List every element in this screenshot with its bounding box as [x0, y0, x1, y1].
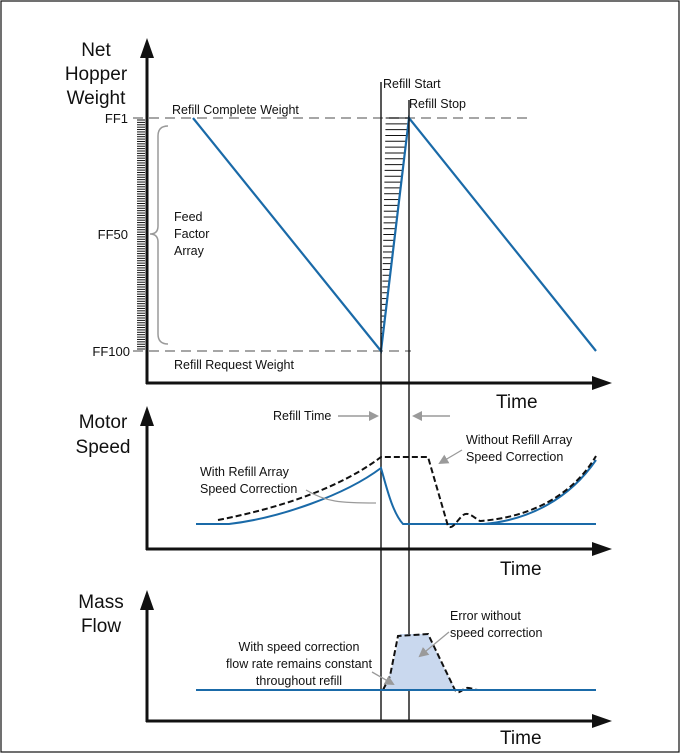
- speed-x-label: Time: [500, 559, 542, 580]
- flow-y-title-line1: Mass: [78, 592, 123, 613]
- error-label-line1: Error without: [450, 609, 521, 623]
- with-correction-label-line1: With Refill Array: [200, 465, 290, 479]
- constant-pointer: [371, 671, 395, 685]
- refill-complete-label: Refill Complete Weight: [172, 103, 299, 117]
- weight-curve: [192, 115, 597, 354]
- speed-without-correction-curve: [217, 455, 597, 528]
- speed-panel: Motor Speed Time Refill Time With Refill…: [76, 406, 612, 580]
- speed-y-title-line1: Motor: [79, 412, 128, 433]
- weight-y-arrowhead: [140, 38, 154, 58]
- ff50-label: FF50: [98, 227, 128, 242]
- array-label-line2: Factor: [174, 227, 209, 241]
- with-correction-label-line2: Speed Correction: [200, 482, 297, 496]
- constant-label-line1: With speed correction: [239, 640, 360, 654]
- flow-y-arrowhead: [140, 590, 154, 610]
- ff1-label: FF1: [105, 111, 128, 126]
- error-label-line2: speed correction: [450, 626, 542, 640]
- refill-request-label: Refill Request Weight: [174, 358, 294, 372]
- speed-y-title-line2: Speed: [76, 437, 131, 458]
- flow-without-correction-curve: [382, 632, 479, 694]
- error-pointer: [418, 631, 450, 658]
- speed-recovery-curve: [483, 459, 597, 525]
- constant-label-line2: flow rate remains constant: [226, 657, 372, 671]
- without-correction-pointer: [438, 449, 463, 465]
- speed-x-arrowhead: [592, 542, 612, 556]
- without-correction-label-line1: Without Refill Array: [466, 433, 573, 447]
- speed-y-arrowhead: [140, 406, 154, 426]
- ff100-label: FF100: [92, 344, 130, 359]
- constant-label-line3: throughout refill: [256, 674, 342, 688]
- flow-error-region: [385, 634, 456, 690]
- flow-y-title-line2: Flow: [81, 616, 121, 637]
- refill-start-label: Refill Start: [383, 77, 441, 91]
- weight-y-title-line3: Weight: [67, 88, 127, 109]
- with-correction-pointer: [305, 489, 377, 504]
- feed-factor-ticks: [137, 119, 145, 350]
- flow-x-arrowhead: [592, 714, 612, 728]
- refill-time-label: Refill Time: [273, 409, 331, 423]
- speed-with-correction-curve: [196, 466, 596, 525]
- flow-x-label: Time: [500, 728, 542, 749]
- weight-x-label: Time: [496, 392, 538, 413]
- weight-x-arrowhead: [592, 376, 612, 390]
- without-correction-label-line2: Speed Correction: [466, 450, 563, 464]
- weight-y-title-line2: Hopper: [65, 64, 128, 85]
- array-label-line3: Array: [174, 244, 205, 258]
- refill-stop-label: Refill Stop: [409, 97, 466, 111]
- feed-factor-brace: [149, 125, 169, 345]
- weight-y-title-line1: Net: [81, 40, 111, 61]
- weight-panel: Net Hopper Weight Time FF1 FF50 FF100 Fe…: [65, 38, 612, 413]
- flow-panel: Mass Flow Time Error without speed corre…: [78, 590, 612, 749]
- array-label-line1: Feed: [174, 210, 203, 224]
